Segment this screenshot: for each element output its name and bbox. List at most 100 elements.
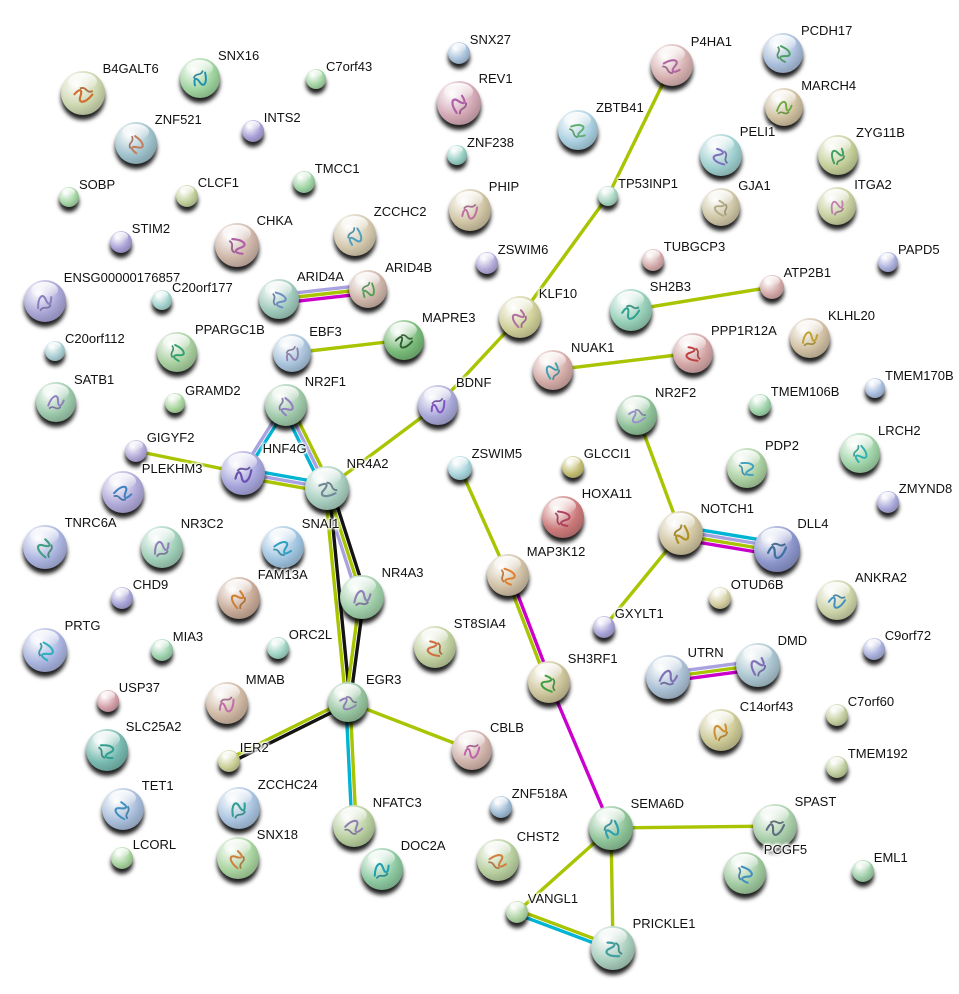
protein-node-B4GALT6[interactable] (61, 71, 105, 115)
protein-node-SPAST[interactable] (753, 804, 797, 848)
protein-node-HNF4G[interactable] (221, 451, 265, 495)
protein-node-ARID4A[interactable] (259, 279, 299, 319)
protein-node-SH3RF1[interactable] (528, 661, 570, 703)
protein-node-SNAI1[interactable] (262, 526, 304, 568)
protein-node-MAPRE3[interactable] (384, 320, 424, 360)
protein-node-NFATC3[interactable] (333, 805, 375, 847)
protein-node-LRCH2[interactable] (840, 433, 880, 473)
protein-node-PCGF5[interactable] (724, 852, 766, 894)
protein-node-C14orf43[interactable] (700, 709, 742, 751)
protein-node-ZNF238[interactable] (447, 145, 467, 165)
protein-node-TUBGCP3[interactable] (642, 249, 664, 271)
protein-node-GRAMD2[interactable] (165, 393, 185, 413)
protein-node-NR3C2[interactable] (141, 526, 183, 568)
protein-node-NR2F2[interactable] (617, 395, 657, 435)
protein-node-NR4A3[interactable] (340, 575, 384, 619)
protein-node-MAP3K12[interactable] (487, 554, 529, 596)
protein-node-TNRC6A[interactable] (23, 525, 67, 569)
edge-NR4A2-EGR3-lime[interactable] (323, 488, 348, 703)
protein-node-TMEM170B[interactable] (865, 378, 885, 398)
protein-node-ZNF521[interactable] (115, 122, 157, 164)
protein-node-TMEM192[interactable] (826, 756, 848, 778)
protein-node-SH2B3[interactable] (610, 289, 652, 331)
protein-node-PDP2[interactable] (727, 448, 767, 488)
edge-BDNF-NR4A2-lime[interactable] (325, 403, 440, 490)
protein-node-LCORL[interactable] (111, 847, 133, 869)
edge-NUAK1-PPP1R12A-lime[interactable] (552, 351, 694, 372)
edge-SEMA6D-SPAST-lime[interactable] (610, 824, 776, 830)
protein-node-ZMYND8[interactable] (877, 491, 899, 513)
protein-node-GJA1[interactable] (702, 188, 740, 226)
edge-SH2B3-ATP2B1-lime[interactable] (630, 285, 773, 312)
edge-EGR3-IER2-black[interactable] (229, 702, 350, 765)
protein-node-PRICKLE1[interactable] (591, 926, 635, 970)
protein-node-NUAK1[interactable] (533, 350, 573, 390)
protein-node-EML1[interactable] (852, 860, 874, 882)
protein-node-CHD9[interactable] (111, 587, 133, 609)
protein-node-TMEM106B[interactable] (749, 394, 771, 416)
protein-node-KLHL20[interactable] (790, 318, 830, 358)
protein-node-CLCF1[interactable] (176, 185, 198, 207)
protein-node-PRTG[interactable] (23, 628, 67, 672)
protein-node-ZYG11B[interactable] (818, 135, 858, 175)
protein-node-SNX18[interactable] (217, 837, 259, 879)
edge-TP53INP1-KLF10-lime[interactable] (518, 195, 610, 318)
protein-node-ARID4B[interactable] (349, 270, 387, 308)
protein-node-NOTCH1[interactable] (659, 511, 703, 555)
protein-node-ZNF518A[interactable] (490, 796, 512, 818)
protein-node-MMAB[interactable] (206, 682, 248, 724)
protein-node-HOXA11[interactable] (542, 496, 584, 538)
protein-node-REV1[interactable] (437, 81, 481, 125)
protein-node-INTS2[interactable] (242, 120, 264, 142)
protein-node-NR4A2[interactable] (305, 466, 349, 510)
protein-node-ORC2L[interactable] (267, 637, 289, 659)
protein-node-TET1[interactable] (102, 788, 144, 830)
protein-node-KLF10[interactable] (499, 296, 541, 338)
protein-node-ZCCHC24[interactable] (218, 787, 260, 829)
protein-node-BDNF[interactable] (418, 385, 458, 425)
protein-node-OTUD6B[interactable] (709, 587, 731, 609)
protein-node-ST8SIA4[interactable] (414, 626, 456, 668)
protein-node-DMD[interactable] (736, 643, 780, 687)
edge-NR4A2-EGR3-black[interactable] (327, 487, 352, 702)
protein-node-P4HA1[interactable] (651, 44, 693, 86)
edge-SH3RF1-SEMA6D-magenta[interactable] (547, 681, 613, 829)
protein-node-SNX16[interactable] (180, 58, 220, 98)
protein-node-GXYLT1[interactable] (593, 616, 615, 638)
protein-node-DLL4[interactable] (754, 526, 800, 572)
protein-node-PPP1R12A[interactable] (673, 333, 713, 373)
protein-node-ATP2B1[interactable] (760, 275, 784, 299)
protein-node-TMCC1[interactable] (293, 171, 315, 193)
protein-node-ZSWIM6[interactable] (476, 252, 498, 274)
protein-node-CHST2[interactable] (477, 839, 519, 881)
protein-node-ZCCHC2[interactable] (334, 214, 376, 256)
protein-node-STIM2[interactable] (110, 231, 132, 253)
edge-P4HA1-TP53INP1-lime[interactable] (606, 64, 674, 197)
protein-node-PPARGC1B[interactable] (157, 332, 197, 372)
protein-node-ITGA2[interactable] (818, 187, 856, 225)
protein-node-NR2F1[interactable] (265, 384, 307, 426)
protein-node-C20orf177[interactable] (152, 290, 172, 310)
edge-EGR3-CBLB-lime[interactable] (347, 700, 473, 752)
protein-node-MARCH4[interactable] (765, 88, 803, 126)
edge-EGR3-IER2-lime[interactable] (227, 698, 348, 761)
protein-node-PELI1[interactable] (700, 134, 742, 176)
protein-node-PAPD5[interactable] (878, 252, 898, 272)
protein-node-MIA3[interactable] (151, 639, 173, 661)
protein-node-DOC2A[interactable] (361, 848, 403, 890)
protein-node-ANKRA2[interactable] (817, 580, 857, 620)
protein-node-SATB1[interactable] (36, 382, 76, 422)
protein-node-CHKA[interactable] (215, 223, 259, 267)
protein-node-SEMA6D[interactable] (589, 806, 633, 850)
protein-node-CBLB[interactable] (452, 730, 492, 770)
protein-node-IER2[interactable] (218, 750, 240, 772)
protein-node-PCDH17[interactable] (763, 33, 803, 73)
protein-node-PLEKHM3[interactable] (102, 471, 144, 513)
protein-node-C7orf43[interactable] (306, 69, 326, 89)
protein-node-ENSG00000176857[interactable] (24, 280, 66, 322)
protein-node-C7orf60[interactable] (826, 704, 848, 726)
protein-node-EBF3[interactable] (273, 334, 311, 372)
protein-node-SNX27[interactable] (448, 42, 470, 64)
protein-node-ZBTB41[interactable] (558, 110, 598, 150)
protein-node-C9orf72[interactable] (863, 638, 885, 660)
